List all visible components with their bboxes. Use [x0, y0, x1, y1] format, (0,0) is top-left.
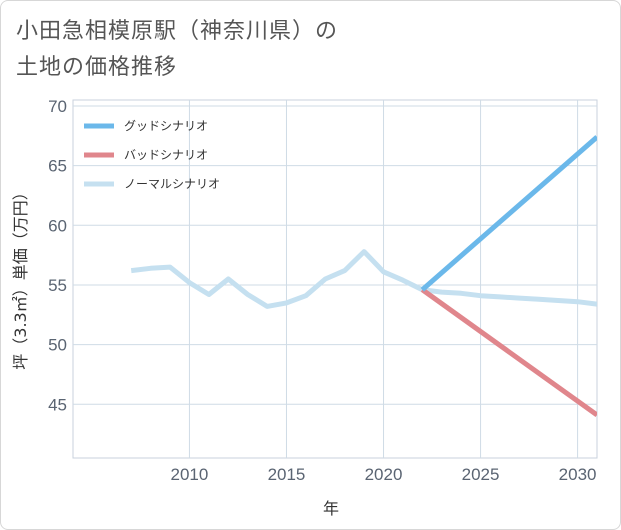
x-tick-label-2010: 2010 — [171, 465, 209, 484]
plot-area — [72, 99, 598, 459]
chart-title-line-1: 小田急相模原駅（神奈川県）の — [16, 19, 339, 44]
y-tick-label-70: 70 — [48, 97, 67, 116]
legend-label-2: ノーマルシナリオ — [124, 177, 220, 191]
series-line-2 — [130, 249, 597, 309]
y-axis-title: 坪（3.3㎡）単価（万円） — [11, 184, 30, 369]
x-axis-title: 年 — [323, 499, 339, 518]
y-tick-label-65: 65 — [48, 157, 67, 176]
x-tick-label-2020: 2020 — [365, 465, 403, 484]
chart-title-line-2: 土地の価格推移 — [16, 55, 178, 80]
chart-title: 小田急相模原駅（神奈川県）の 土地の価格推移 — [16, 14, 436, 86]
y-tick-label-60: 60 — [48, 216, 67, 235]
series-line-0 — [420, 135, 597, 292]
y-tick-label-50: 50 — [48, 336, 67, 355]
x-tick-label-2025: 2025 — [462, 465, 500, 484]
legend-label-0: グッドシナリオ — [124, 119, 208, 133]
y-tick-label-45: 45 — [48, 395, 67, 414]
x-tick-label-2015: 2015 — [268, 465, 306, 484]
series-line-1 — [420, 287, 597, 418]
legend-label-1: バッドシナリオ — [124, 148, 208, 162]
y-tick-label-55: 55 — [48, 276, 67, 295]
x-tick-label-2030: 2030 — [559, 465, 597, 484]
